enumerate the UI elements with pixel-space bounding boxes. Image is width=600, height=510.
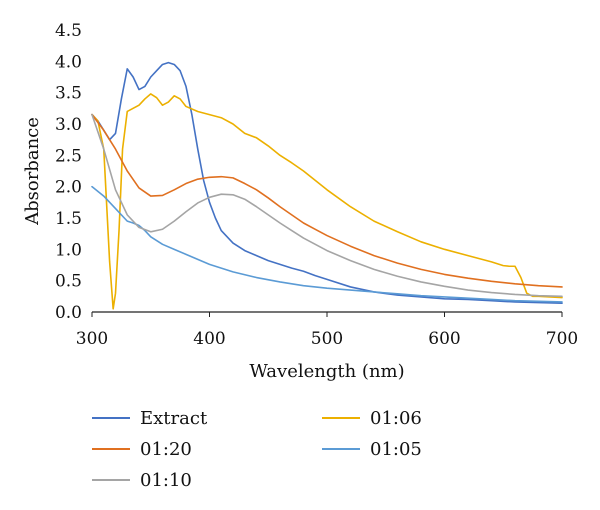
x-tick-label: 400 [193, 329, 225, 349]
y-tick-label: 4.5 [55, 21, 82, 41]
y-tick-label: 0.0 [55, 303, 82, 323]
legend-label: 01:06 [370, 408, 422, 429]
y-tick-label: 0.5 [55, 272, 82, 292]
legend-item: 01:10 [92, 470, 192, 491]
y-axis-title: Absorbance [22, 117, 43, 226]
y-tick-label: 1.5 [55, 209, 82, 229]
legend-label: 01:20 [140, 439, 192, 460]
legend-label: 01:10 [140, 470, 192, 491]
legend-item: 01:20 [92, 439, 192, 460]
series-line-01-20 [91, 113, 563, 288]
series-line-01-06 [91, 93, 563, 310]
x-axis-ticks: 300 400 500 600 700 [76, 312, 578, 349]
x-axis-title: Wavelength (nm) [249, 361, 404, 382]
plot-series-lines [91, 61, 563, 310]
y-tick-label: 2.5 [55, 146, 82, 166]
y-tick-label: 2.0 [55, 178, 82, 198]
legend-label: Extract [140, 408, 208, 429]
series-line-01-05 [91, 185, 563, 303]
legend: Extract 01:06 01:20 01:05 01:10 [92, 408, 422, 491]
series-line-01-10 [91, 113, 563, 298]
y-tick-label: 3.0 [55, 115, 82, 135]
legend-label: 01:05 [370, 439, 422, 460]
x-tick-label: 500 [311, 329, 343, 349]
y-tick-label: 1.0 [55, 240, 82, 260]
x-tick-label: 600 [428, 329, 460, 349]
x-tick-label: 700 [546, 329, 578, 349]
x-tick-label: 300 [76, 329, 108, 349]
series-line-extract [91, 61, 563, 305]
legend-item: 01:05 [322, 439, 422, 460]
legend-item: Extract [92, 408, 208, 429]
y-tick-label: 4.0 [55, 52, 82, 72]
y-tick-label: 3.5 [55, 84, 82, 104]
y-axis-ticks: 0.0 0.5 1.0 1.5 2.0 2.5 3.0 3.5 4.0 4.5 [55, 21, 82, 323]
legend-item: 01:06 [322, 408, 422, 429]
